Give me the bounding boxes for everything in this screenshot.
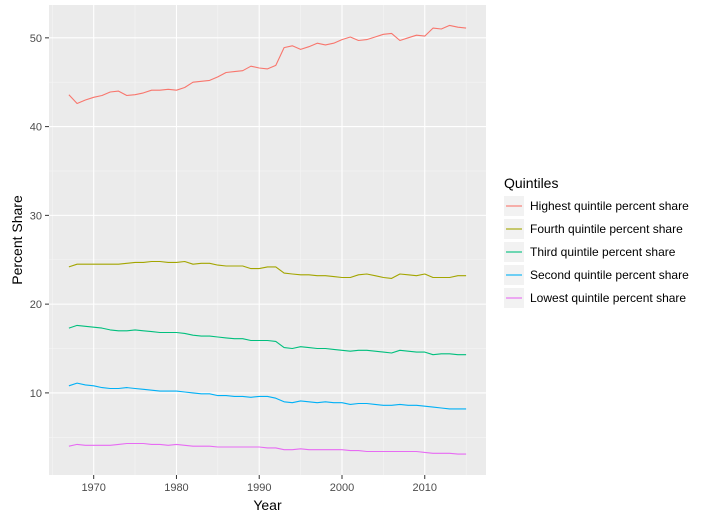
y-axis-title: Percent Share: [9, 195, 25, 285]
legend-label-1: Highest quintile percent share: [530, 199, 689, 213]
series-line-5: [68, 442, 467, 455]
x-axis: 1970 1980 1990 2000 2010: [81, 475, 437, 494]
y-tick-label: 40: [30, 122, 42, 134]
major-gridlines: [49, 5, 486, 475]
x-tick-label: 2000: [330, 482, 354, 494]
legend-label-3: Third quintile percent share: [530, 245, 676, 259]
minor-gridlines: [49, 5, 486, 475]
series-line-2: [68, 260, 467, 279]
x-axis-title: Year: [253, 497, 282, 513]
series-lines: [68, 24, 467, 455]
y-tick-label: 20: [30, 299, 42, 311]
legend-label-4: Second quintile percent share: [530, 268, 689, 282]
legend: Quintiles Highest quintile percent share…: [504, 175, 689, 308]
x-tick-label: 1970: [81, 482, 105, 494]
legend-title: Quintiles: [504, 175, 558, 191]
y-axis: 10 20 30 40 50: [30, 33, 49, 400]
x-tick-label: 1980: [164, 482, 188, 494]
y-tick-label: 50: [30, 33, 42, 45]
series-line-4: [68, 382, 467, 410]
series-line-3: [68, 324, 467, 356]
panel-background: [49, 5, 486, 475]
y-tick-label: 30: [30, 210, 42, 222]
series-line-1: [68, 24, 467, 105]
x-tick-label: 2010: [413, 482, 437, 494]
legend-label-2: Fourth quintile percent share: [530, 222, 683, 236]
legend-label-5: Lowest quintile percent share: [530, 291, 686, 305]
x-tick-label: 1990: [247, 482, 271, 494]
y-tick-label: 10: [30, 388, 42, 400]
